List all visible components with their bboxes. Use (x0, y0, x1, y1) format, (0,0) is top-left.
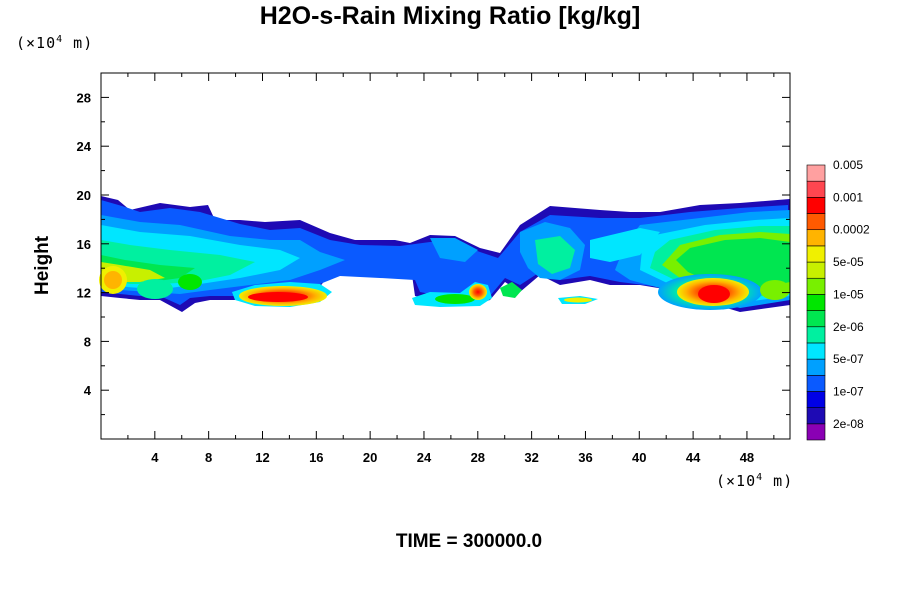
x-tick-label: 24 (417, 450, 432, 465)
colorbar-label: 5e-05 (833, 255, 864, 269)
y-tick-label: 20 (77, 188, 91, 203)
colorbar-label: 0.0002 (833, 223, 870, 237)
colorbar: 2e-08 1e-07 5e-07 2e-06 1e-05 5e-05 0.0002 0.00… (806, 158, 870, 441)
y-tick-label: 28 (77, 90, 91, 105)
x-tick-label: 36 (578, 450, 592, 465)
colorbar-label: 0.001 (833, 190, 863, 204)
rain-core (698, 285, 730, 303)
x-tick-label: 12 (255, 450, 269, 465)
colorbar-label: 1e-05 (833, 287, 864, 301)
x-axis: 4 8 12 16 20 24 28 32 36 40 44 48 (127, 73, 775, 465)
colorbar-swatch (806, 197, 826, 214)
colorbar-swatch (806, 180, 826, 198)
colorbar-swatch (806, 358, 826, 376)
x-tick-label: 8 (205, 450, 212, 465)
colorbar-swatch (806, 310, 826, 328)
colorbar-swatch (806, 342, 826, 360)
colorbar-swatch (806, 391, 826, 408)
cloud-center (535, 236, 575, 274)
rain-band (469, 284, 487, 300)
rain-core (760, 280, 790, 300)
y-tick-label: 8 (84, 334, 91, 349)
x-tick-label: 28 (471, 450, 485, 465)
x-axis-unit: (×104 m) (716, 472, 794, 490)
colorbar-label: 2e-06 (833, 320, 864, 334)
x-tick-label: 48 (740, 450, 754, 465)
chart-title: H2O-s-Rain Mixing Ratio [kg/kg] (259, 2, 641, 30)
cloud-center (590, 228, 660, 262)
y-tick-label: 24 (77, 139, 92, 154)
colorbar-swatch (806, 164, 826, 182)
rain-band (500, 282, 522, 298)
colorbar-swatch (806, 229, 826, 247)
y-axis-unit: (×104 m) (16, 34, 94, 52)
time-label: TIME = 300000.0 (395, 531, 543, 552)
x-tick-label: 16 (309, 450, 323, 465)
y-tick-label: 12 (77, 286, 91, 301)
colorbar-swatch (806, 261, 826, 279)
rain-band (435, 294, 475, 304)
x-tick-label: 40 (632, 450, 646, 465)
colorbar-label: 5e-07 (833, 352, 864, 366)
plot-frame (100, 72, 791, 440)
colorbar-swatch (806, 374, 826, 392)
cloud-field (99, 196, 790, 312)
rain-band (564, 297, 592, 303)
colorbar-swatch (806, 407, 826, 425)
rain-core (104, 271, 122, 289)
x-tick-label: 44 (686, 450, 701, 465)
y-tick-label: 4 (84, 383, 92, 398)
x-tick-label: 4 (151, 450, 159, 465)
colorbar-label: 1e-07 (833, 384, 864, 398)
y-tick-label: 16 (77, 237, 91, 252)
colorbar-swatch (806, 277, 826, 295)
y-axis: 4 8 12 16 20 24 28 (77, 90, 790, 416)
colorbar-swatch (806, 294, 826, 311)
colorbar-swatch (806, 326, 826, 344)
cloud-center (430, 238, 478, 262)
colorbar-swatch (806, 213, 826, 231)
x-tick-label: 32 (524, 450, 538, 465)
rain-band (248, 292, 308, 302)
x-tick-label: 20 (363, 450, 377, 465)
colorbar-swatch (806, 423, 826, 441)
rain-core (137, 279, 173, 299)
rain-core (178, 274, 202, 290)
colorbar-swatch (806, 245, 826, 263)
colorbar-label: 2e-08 (833, 417, 864, 431)
colorbar-label: 0.005 (833, 158, 863, 172)
